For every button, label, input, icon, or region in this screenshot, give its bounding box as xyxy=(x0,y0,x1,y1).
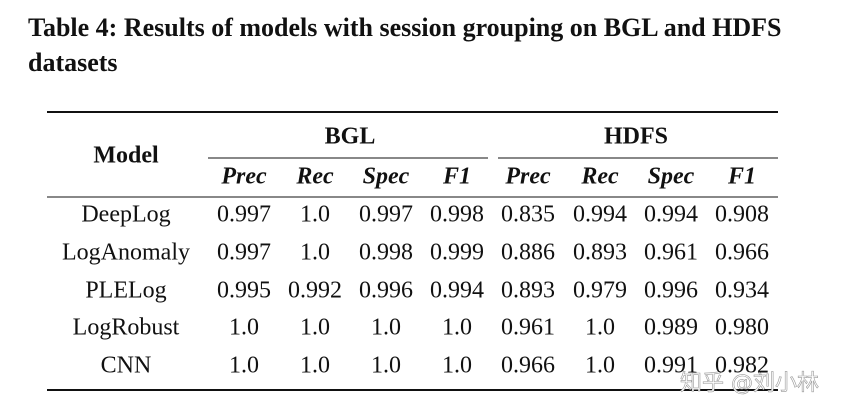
column-header: F1 xyxy=(442,164,471,190)
column-header: Spec xyxy=(363,164,410,190)
cell: 0.994 xyxy=(644,202,698,228)
column-header: Spec xyxy=(648,164,695,190)
cell: 0.989 xyxy=(644,315,698,341)
cell: 0.999 xyxy=(430,240,484,266)
model-name: CNN xyxy=(101,353,152,379)
cell: 0.996 xyxy=(359,278,413,304)
cell: 0.995 xyxy=(217,278,271,304)
cell: 0.997 xyxy=(217,202,271,228)
cell: 1.0 xyxy=(442,315,472,341)
cell: 1.0 xyxy=(300,202,330,228)
cell: 1.0 xyxy=(371,315,401,341)
cell: 0.997 xyxy=(217,240,271,266)
cell: 0.966 xyxy=(715,240,769,266)
cell: 0.886 xyxy=(501,240,555,266)
cell: 1.0 xyxy=(442,353,472,379)
cell: 0.996 xyxy=(644,278,698,304)
column-header: F1 xyxy=(727,164,756,190)
cell: 1.0 xyxy=(585,353,615,379)
cell: 0.835 xyxy=(501,202,555,228)
cell: 0.992 xyxy=(288,278,342,304)
cell: 1.0 xyxy=(300,353,330,379)
cell: 1.0 xyxy=(585,315,615,341)
cell: 0.979 xyxy=(573,278,627,304)
cell: 0.908 xyxy=(715,202,769,228)
cell: 0.961 xyxy=(644,240,698,266)
model-name: DeepLog xyxy=(81,202,170,228)
cell: 1.0 xyxy=(300,240,330,266)
column-header: Rec xyxy=(580,164,619,190)
column-header: Rec xyxy=(295,164,334,190)
cell: 0.893 xyxy=(573,240,627,266)
cell: 0.980 xyxy=(715,315,769,341)
watermark: 知乎 @刘小林 xyxy=(680,371,819,396)
cell: 0.994 xyxy=(573,202,627,228)
cell: 0.998 xyxy=(430,202,484,228)
group-header: HDFS xyxy=(604,124,668,150)
cell: 1.0 xyxy=(300,315,330,341)
cell: 0.893 xyxy=(501,278,555,304)
table-caption: Table 4: Results of models with session … xyxy=(28,13,782,77)
model-name: PLELog xyxy=(85,278,166,304)
cell: 0.997 xyxy=(359,202,413,228)
model-name: LogAnomaly xyxy=(62,240,190,266)
group-header: BGL xyxy=(325,124,376,150)
cell: 0.991 xyxy=(644,353,698,379)
column-header: Prec xyxy=(504,164,551,190)
cell: 0.934 xyxy=(715,278,769,304)
cell: 0.998 xyxy=(359,240,413,266)
cell: 1.0 xyxy=(371,353,401,379)
cell: 0.961 xyxy=(501,315,555,341)
cell: 0.994 xyxy=(430,278,484,304)
cell: 1.0 xyxy=(229,315,259,341)
cell: 1.0 xyxy=(229,353,259,379)
cell: 0.966 xyxy=(501,353,555,379)
model-header: Model xyxy=(93,143,159,169)
model-name: LogRobust xyxy=(73,315,180,341)
cell: 0.982 xyxy=(715,353,769,379)
column-header: Prec xyxy=(220,164,267,190)
